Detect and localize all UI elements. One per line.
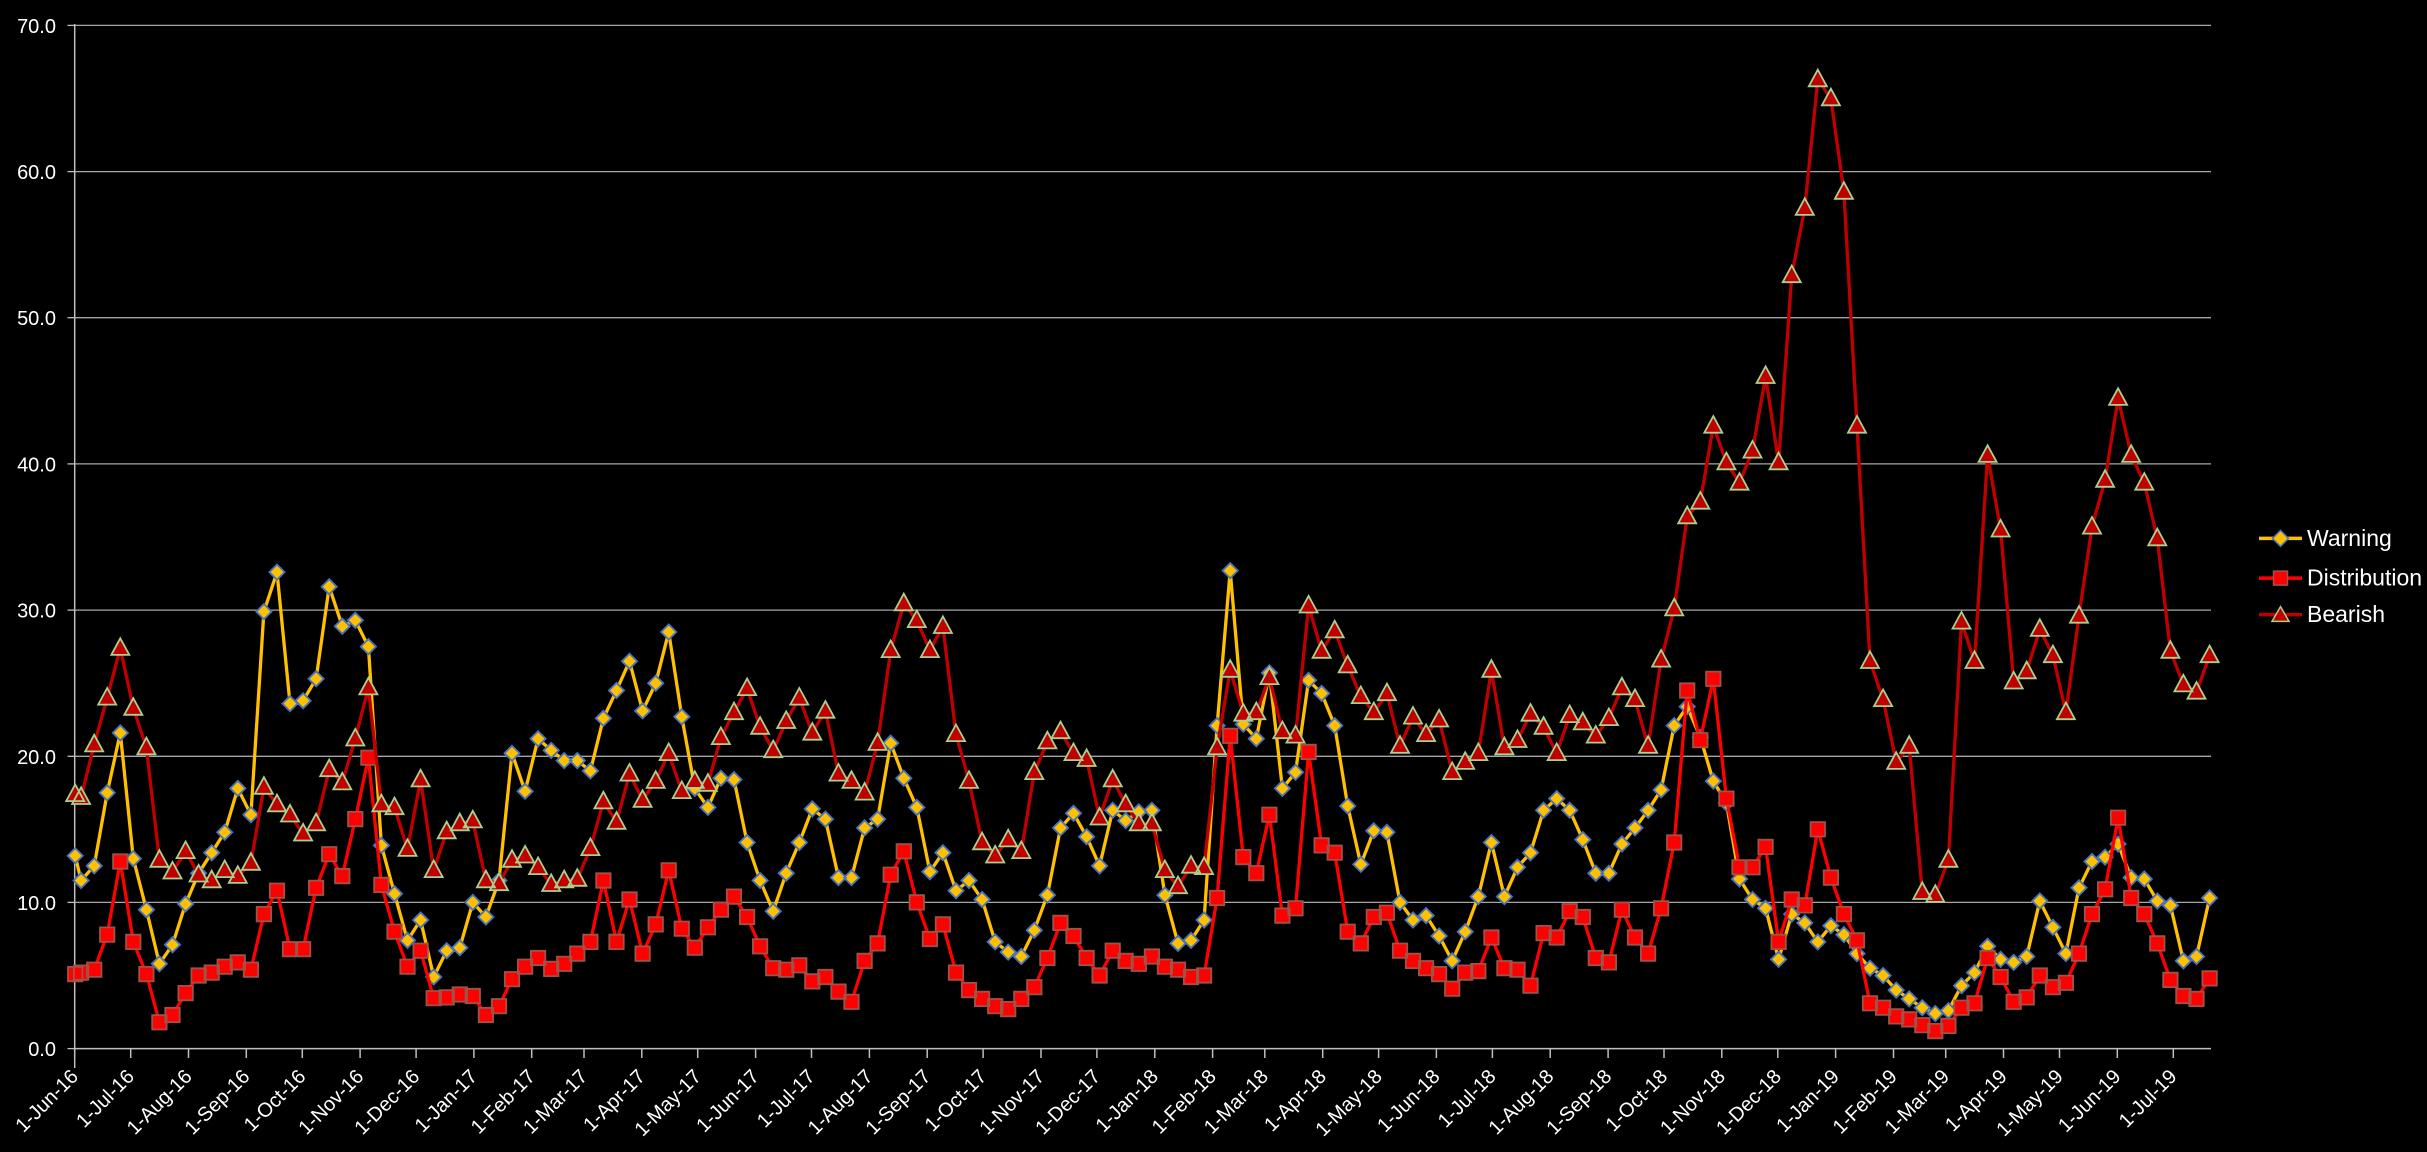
- svg-text:10.0: 10.0: [17, 893, 56, 915]
- svg-text:Bearish: Bearish: [2307, 601, 2385, 627]
- svg-text:Warning: Warning: [2307, 525, 2392, 551]
- svg-text:Distribution: Distribution: [2307, 565, 2422, 591]
- svg-text:70.0: 70.0: [17, 16, 56, 38]
- svg-text:0.0: 0.0: [28, 1039, 56, 1061]
- svg-text:30.0: 30.0: [17, 601, 56, 623]
- svg-text:40.0: 40.0: [17, 454, 56, 476]
- svg-text:60.0: 60.0: [17, 162, 56, 184]
- svg-text:20.0: 20.0: [17, 747, 56, 769]
- svg-text:50.0: 50.0: [17, 308, 56, 330]
